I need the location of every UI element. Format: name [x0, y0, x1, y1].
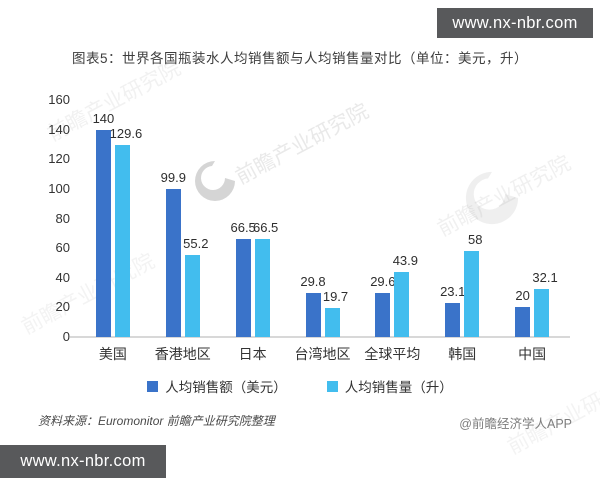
bar-group: 23.1 58 — [427, 100, 497, 337]
data-source-note: 资料来源：Euromonitor 前瞻产业研究院整理 — [38, 414, 275, 428]
legend-item-sales-volume: 人均销售量（升） — [326, 376, 453, 396]
bar-sales-amount — [95, 129, 111, 337]
x-axis-label: 全球平均 — [364, 346, 421, 362]
bar-sales-amount — [375, 293, 391, 337]
bar-group: 99.9 55.2 — [148, 100, 218, 337]
y-tick-label: 120 — [48, 151, 70, 167]
credit-note: @前瞻经济学人APP — [459, 417, 572, 431]
y-tick-label: 60 — [55, 240, 70, 256]
bar-sales-amount — [305, 292, 321, 337]
legend-swatch — [326, 380, 338, 392]
x-axis: 美国 香港地区 日本 台湾地区 全球平均 韩国 中国 — [78, 344, 567, 364]
bar-value-label: 23.1 — [440, 283, 466, 299]
bar-value-label: 55.2 — [183, 236, 209, 252]
y-axis: 0 20 40 60 80 100 120 140 160 — [28, 92, 70, 344]
bar-group: 29.6 43.9 — [357, 100, 427, 337]
x-axis-label: 中国 — [518, 346, 547, 362]
y-tick-label: 40 — [55, 269, 70, 285]
legend-label: 人均销售量（升） — [344, 380, 453, 395]
bar-sales-volume — [324, 307, 340, 337]
bar-sales-volume — [114, 145, 130, 337]
site-url-text: www.nx-nbr.com — [20, 452, 146, 470]
plot-area: 140 129.6 99.9 55.2 66.5 66.5 29.8 19.7 29.6 43.9… — [78, 100, 567, 337]
chart-title: 图表5：世界各国瓶装水人均销售额与人均销售量对比（单位：美元，升） — [71, 51, 528, 66]
y-tick-label: 0 — [62, 329, 70, 344]
y-tick-label: 140 — [48, 121, 70, 137]
y-tick-label: 160 — [48, 92, 70, 107]
bar-value-label: 66.5 — [230, 219, 256, 235]
bar-group: 140 129.6 — [78, 100, 148, 337]
x-axis-label: 日本 — [238, 346, 267, 362]
x-axis-line — [70, 336, 570, 338]
bar-sales-amount — [235, 238, 251, 337]
bar-value-label: 29.6 — [370, 274, 396, 290]
bar-sales-volume — [394, 271, 410, 337]
bar-value-label: 129.6 — [109, 126, 143, 142]
bar-value-label: 43.9 — [392, 252, 419, 268]
bar-sales-volume — [184, 255, 200, 337]
site-watermark-badge-bottom: www.nx-nbr.com — [0, 445, 166, 478]
bar-value-label: 19.7 — [322, 288, 349, 304]
legend-label: 人均销售额（美元） — [165, 380, 287, 395]
x-axis-label: 香港地区 — [154, 346, 211, 362]
bar-group: 29.8 19.7 — [288, 100, 358, 337]
x-axis-label: 韩国 — [448, 346, 477, 362]
y-tick-label: 100 — [48, 180, 70, 196]
bar-value-label: 20 — [515, 288, 530, 304]
bar-value-label: 66.5 — [252, 219, 279, 235]
site-url-text: www.nx-nbr.com — [452, 13, 578, 32]
bar-value-label: 140 — [92, 110, 115, 126]
bar-sales-amount — [445, 302, 461, 337]
bar-sales-volume — [464, 251, 480, 337]
bar-sales-amount — [165, 189, 181, 337]
bar-group: 20 32.1 — [497, 100, 567, 337]
y-tick-label: 80 — [55, 210, 70, 226]
legend-item-sales-amount: 人均销售额（美元） — [147, 376, 287, 396]
bar-value-label: 29.8 — [300, 273, 326, 289]
legend: 人均销售额（美元） 人均销售量（升） — [0, 376, 600, 396]
bar-value-label: 58 — [467, 232, 483, 248]
bar-value-label: 99.9 — [160, 170, 186, 186]
bar-group: 66.5 66.5 — [218, 100, 288, 337]
legend-swatch — [147, 380, 159, 392]
site-watermark-badge-top: www.nx-nbr.com — [437, 8, 593, 38]
bar-sales-volume — [254, 238, 270, 337]
bar-sales-amount — [515, 307, 531, 337]
x-axis-label: 美国 — [98, 346, 127, 362]
y-tick-label: 20 — [55, 299, 70, 315]
bar-sales-volume — [534, 289, 550, 337]
bar-value-label: 32.1 — [532, 270, 558, 286]
x-axis-label: 台湾地区 — [294, 346, 351, 362]
